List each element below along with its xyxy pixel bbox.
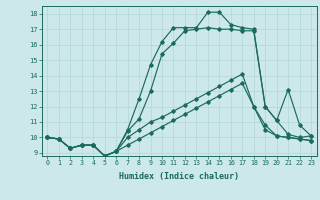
X-axis label: Humidex (Indice chaleur): Humidex (Indice chaleur) [119,172,239,181]
